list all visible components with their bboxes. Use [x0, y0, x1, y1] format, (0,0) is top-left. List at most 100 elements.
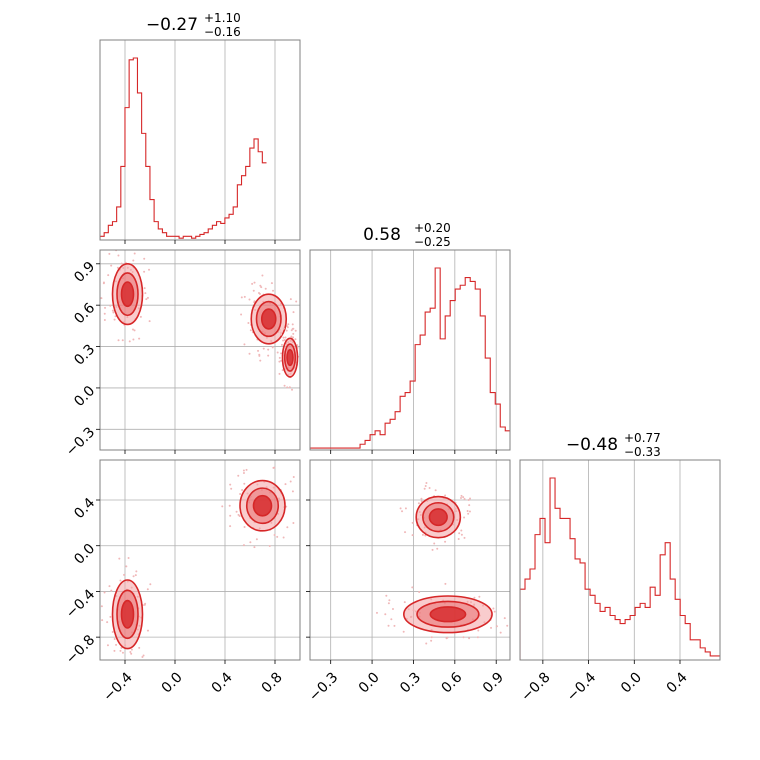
panel-frame	[99, 459, 301, 661]
scatter-point	[135, 570, 138, 573]
scatter-point	[282, 339, 285, 342]
scatter-point	[119, 579, 122, 582]
scatter-point	[301, 362, 303, 364]
scatter-point	[117, 339, 120, 342]
scatter-point	[273, 533, 276, 536]
scatter-point	[411, 521, 414, 524]
scatter-point	[425, 642, 428, 645]
scatter-point	[132, 575, 135, 578]
scatter-point	[120, 246, 122, 248]
scatter-point	[282, 536, 285, 539]
scatter-point	[273, 466, 276, 469]
scatter-point	[108, 252, 111, 255]
scatter-point	[468, 637, 471, 640]
scatter-point	[132, 259, 135, 262]
scatter-point	[286, 526, 289, 529]
contour-level	[120, 599, 135, 629]
scatter-point	[490, 626, 493, 629]
scatter-point	[130, 652, 133, 655]
hist-title-minus: −0.25	[414, 235, 451, 249]
scatter-point	[125, 565, 128, 568]
scatter-point	[430, 639, 433, 642]
hist-title-minus: −0.16	[204, 25, 241, 39]
scatter-point	[291, 323, 294, 326]
scatter-point	[113, 637, 116, 640]
scatter-point	[106, 644, 109, 647]
scatter-point	[417, 502, 420, 505]
scatter-point	[460, 497, 463, 500]
scatter-point	[242, 469, 245, 472]
x-tick-label: 0.9	[480, 669, 507, 696]
scatter-point	[291, 327, 294, 330]
scatter-point	[284, 483, 287, 486]
panel-hist-0-0: −0.27 +1.10−0.16	[99, 11, 301, 244]
scatter-point	[149, 583, 152, 586]
scatter-point	[401, 510, 404, 513]
scatter-point	[144, 602, 147, 605]
histogram-step	[100, 57, 267, 240]
x-tick-label: −0.4	[564, 669, 599, 704]
panel-2d-1-0	[96, 246, 303, 454]
scatter-point	[301, 352, 303, 354]
scatter-point	[278, 356, 281, 359]
scatter-point	[404, 507, 407, 510]
scatter-point	[251, 282, 254, 285]
scatter-point	[385, 594, 388, 597]
panel-2d-2-1	[306, 459, 511, 664]
scatter-point	[242, 471, 245, 474]
scatter-point	[237, 474, 240, 477]
scatter-point	[146, 296, 149, 299]
scatter-point	[288, 386, 291, 389]
scatter-point	[384, 613, 387, 616]
scatter-point	[221, 505, 224, 508]
scatter-point	[139, 315, 142, 318]
scatter-point	[289, 480, 292, 483]
scatter-point	[276, 351, 279, 354]
scatter-point	[240, 313, 243, 316]
scatter-point	[260, 286, 263, 289]
scatter-point	[255, 538, 258, 541]
scatter-point	[272, 289, 275, 292]
scatter-point	[243, 482, 246, 485]
hist-title-plus: +0.20	[414, 221, 451, 235]
scatter-point	[271, 346, 274, 349]
x-tick-label: 0.0	[356, 669, 383, 696]
scatter-point	[493, 610, 496, 613]
scatter-point	[444, 582, 447, 585]
scatter-point	[280, 352, 283, 355]
panel-frame	[99, 249, 301, 451]
scatter-point	[492, 607, 495, 610]
x-tick-label: 0.4	[209, 669, 236, 696]
x-tick-label: 0.0	[159, 669, 186, 696]
scatter-point	[444, 494, 447, 497]
scatter-point	[120, 262, 123, 265]
scatter-point	[100, 605, 103, 608]
scatter-point	[120, 646, 123, 649]
scatter-point	[104, 306, 107, 309]
scatter-point	[229, 525, 232, 528]
scatter-point	[292, 332, 295, 335]
scatter-point	[469, 497, 472, 500]
scatter-point	[229, 483, 232, 486]
panel-2d-2-0	[96, 459, 301, 667]
hist-title-minus: −0.33	[624, 445, 661, 459]
scatter-point	[106, 621, 109, 624]
scatter-point	[462, 636, 465, 639]
scatter-point	[402, 630, 405, 633]
scatter-point	[467, 499, 470, 502]
x-tick-label: −0.4	[100, 669, 135, 704]
scatter-point	[112, 311, 115, 314]
scatter-point	[463, 498, 466, 501]
x-tick-label: 0.6	[439, 669, 466, 696]
scatter-point	[431, 548, 434, 551]
scatter-point	[240, 296, 243, 299]
scatter-point	[391, 608, 394, 611]
scatter-point	[129, 665, 131, 667]
scatter-point	[463, 536, 466, 539]
scatter-point	[270, 282, 273, 285]
scatter-point	[121, 339, 124, 342]
contour-level	[286, 349, 294, 367]
scatter-point	[267, 348, 270, 351]
y-tick-label: 0.0	[71, 383, 98, 410]
scatter-point	[434, 489, 437, 492]
